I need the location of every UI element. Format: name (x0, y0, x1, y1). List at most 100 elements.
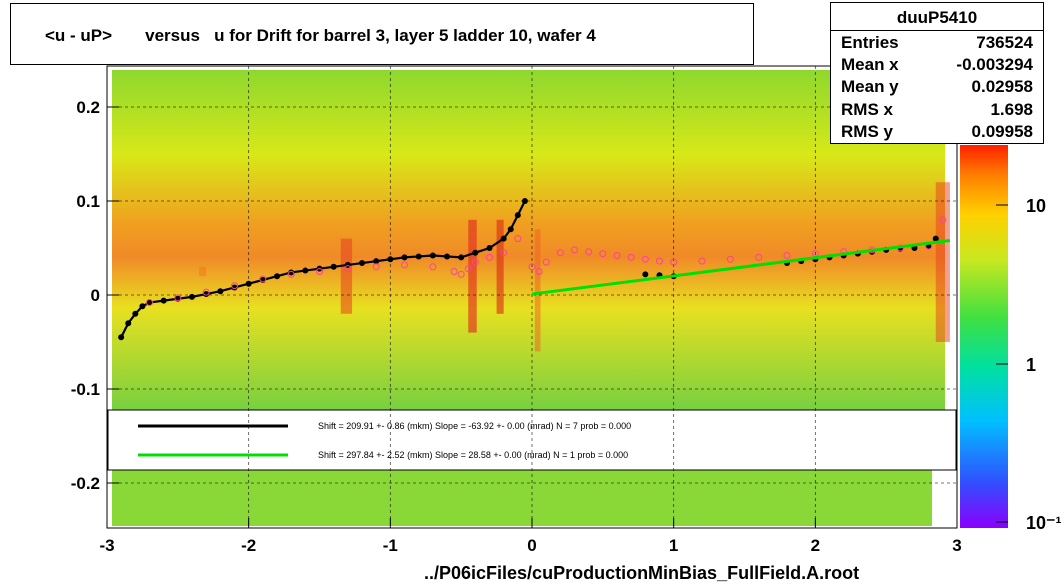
data-point-open (500, 249, 508, 257)
y-tick-label: 0.2 (76, 98, 100, 117)
x-tick-label: 0 (527, 536, 536, 555)
data-point-open (535, 268, 543, 275)
data-point-open (698, 257, 706, 265)
colorbar-label: 1 (1026, 355, 1036, 375)
x-tick-label: 1 (669, 536, 678, 555)
data-point-open (755, 253, 763, 261)
stats-value: 0.02958 (971, 77, 1033, 96)
data-point-open (599, 250, 607, 258)
data-point-open (783, 252, 791, 260)
chart-title: <u - uP> versus u for Drift for barrel 3… (45, 26, 596, 45)
data-point (521, 198, 528, 204)
data-point (288, 269, 295, 276)
data-point (125, 320, 132, 327)
data-point (507, 226, 514, 233)
x-tick-label: -1 (383, 536, 398, 555)
data-point (245, 280, 252, 287)
y-tick-label: -0.2 (71, 474, 100, 493)
data-point (401, 254, 408, 261)
stats-name: duuP5410 (896, 8, 978, 27)
stats-value: -0.003294 (956, 55, 1033, 74)
data-point-open (146, 299, 153, 307)
stats-box: duuP5410 Entries 736524 Mean x -0.003294… (830, 2, 1044, 144)
data-point (160, 297, 167, 304)
data-point (203, 291, 210, 298)
colorbar-scale (960, 145, 1008, 528)
data-point-open (571, 246, 578, 254)
stats-label: RMS y (841, 122, 893, 141)
axes: -3 -2 -1 0 1 2 3 -0.2 -0.1 0 0.1 0.2 (71, 98, 962, 555)
data-point (387, 256, 394, 263)
heatmap-band (112, 70, 945, 410)
legend-frame (107, 409, 957, 471)
data-point (642, 271, 649, 278)
heatmap-streak (935, 182, 950, 342)
data-point-open (542, 258, 550, 266)
data-point-open (613, 252, 621, 260)
data-point-open (486, 253, 493, 261)
data-point (415, 253, 422, 260)
green-fit-line (531, 238, 951, 296)
data-point (932, 235, 939, 242)
series (118, 198, 951, 341)
file-path-footer: ../P06icFiles/cuProductionMinBias_FullFi… (424, 563, 860, 583)
legend-text: Shift = 209.91 +- 0.86 (mkm) Slope = -63… (318, 421, 631, 431)
data-point (274, 273, 280, 280)
heatmap-streak (468, 219, 477, 333)
data-point-open (450, 268, 458, 275)
heatmap-lower-band (112, 470, 932, 526)
x-tick-label: 2 (811, 536, 820, 555)
data-point-open (372, 263, 380, 271)
data-point-open (627, 253, 635, 261)
data-point (302, 267, 309, 274)
legend-text: Shift = 297.84 +- 2.52 (mkm) Slope = 28.… (318, 450, 628, 460)
data-point-open (259, 275, 267, 283)
data-point-open (514, 235, 522, 243)
x-tick-label: 3 (952, 536, 961, 555)
stats-value: 1.698 (990, 100, 1033, 119)
data-point (429, 252, 436, 259)
data-point-open (429, 263, 437, 271)
data-point (514, 212, 521, 219)
data-point (217, 288, 224, 295)
colorbar: 10 1 10⁻¹ (960, 145, 1062, 533)
data-point-open (670, 258, 678, 266)
data-point (359, 260, 365, 267)
data-point (146, 299, 153, 306)
heatmap-streak (199, 266, 207, 277)
data-point-open (585, 248, 593, 256)
stats-divider (831, 30, 1043, 31)
data-point-open (726, 255, 734, 263)
data-point (139, 303, 146, 310)
data-point (472, 249, 479, 256)
data-point-open (316, 268, 323, 275)
stats-label: Mean y (841, 77, 899, 96)
data-point-open (656, 257, 663, 265)
title-box: <u - uP> versus u for Drift for barrel 3… (10, 3, 754, 65)
data-point-open (401, 261, 408, 269)
data-point (118, 334, 125, 341)
data-point-open (231, 282, 238, 290)
stats-label: Entries (841, 33, 899, 52)
data-point-open (641, 255, 649, 263)
stats-label: Mean x (841, 55, 899, 74)
data-point-open (939, 216, 947, 224)
data-point (189, 293, 195, 300)
data-point (231, 284, 238, 291)
heatmap-streak (534, 229, 541, 352)
data-point (132, 310, 139, 317)
data-point (373, 258, 380, 265)
data-point-open (287, 270, 295, 278)
data-point-open (528, 263, 536, 271)
y-tick-label: 0.1 (76, 192, 100, 211)
data-point-open (174, 294, 182, 302)
data-point-open (344, 265, 352, 273)
data-point (458, 254, 465, 261)
x-tick-label: -2 (241, 536, 256, 555)
data-point-open (464, 265, 472, 273)
stats-value: 736524 (976, 33, 1033, 52)
stats-value: 0.09958 (971, 122, 1033, 141)
data-point (444, 253, 450, 260)
data-point-open (457, 270, 465, 278)
